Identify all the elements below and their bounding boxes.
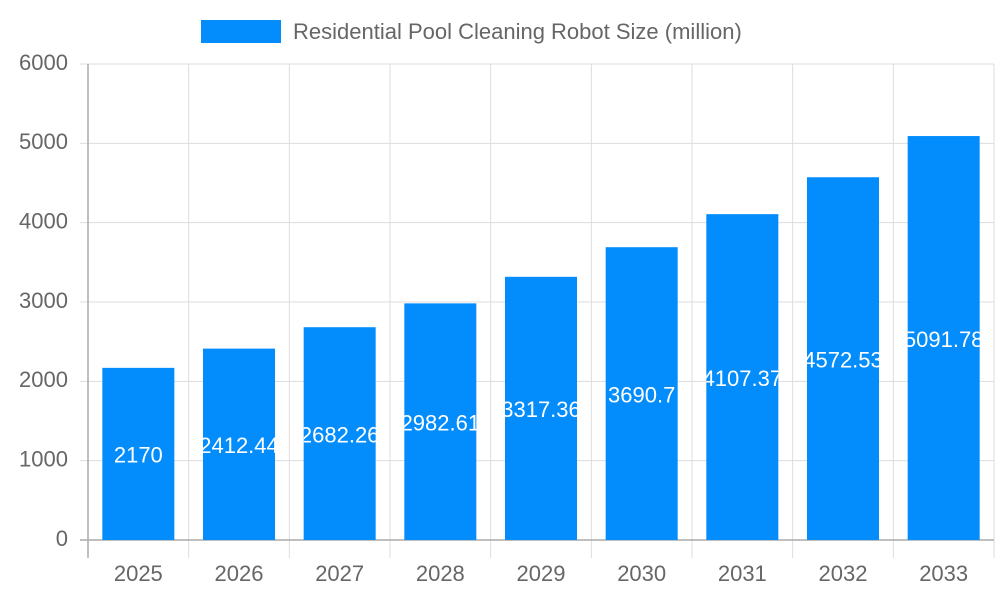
bar xyxy=(907,136,980,540)
y-tick-label: 1000 xyxy=(19,446,68,471)
bar xyxy=(706,214,779,540)
value-label: 2412.44 xyxy=(199,433,279,458)
legend-label: Residential Pool Cleaning Robot Size (mi… xyxy=(293,19,742,44)
y-tick-label: 4000 xyxy=(19,208,68,233)
value-label: 3690.7 xyxy=(608,382,675,407)
y-tick-label: 0 xyxy=(56,526,68,551)
legend-swatch xyxy=(201,20,281,43)
value-label: 4107.37 xyxy=(703,366,783,391)
bar xyxy=(505,276,577,540)
value-label: 2982.61 xyxy=(401,411,481,436)
bar xyxy=(303,327,376,540)
y-tick-label: 6000 xyxy=(19,50,68,75)
bar xyxy=(404,303,477,540)
x-tick-label: 2033 xyxy=(919,561,968,586)
x-tick-label: 2027 xyxy=(315,561,364,586)
value-label: 2170 xyxy=(114,443,163,468)
value-label: 5091.78 xyxy=(904,327,984,352)
x-tick-label: 2025 xyxy=(114,561,163,586)
y-tick-label: 2000 xyxy=(19,367,68,392)
x-tick-label: 2030 xyxy=(617,561,666,586)
bar xyxy=(102,367,175,540)
x-tick-label: 2029 xyxy=(517,561,566,586)
value-label: 2682.26 xyxy=(300,422,380,447)
bar xyxy=(605,247,678,540)
y-tick-label: 5000 xyxy=(19,129,68,154)
x-tick-label: 2028 xyxy=(416,561,465,586)
value-label: 3317.36 xyxy=(501,397,581,422)
bar xyxy=(807,177,879,540)
value-label: 4572.53 xyxy=(803,347,883,372)
y-tick-label: 3000 xyxy=(19,288,68,313)
x-tick-label: 2026 xyxy=(215,561,264,586)
bar xyxy=(203,348,275,540)
x-tick-label: 2032 xyxy=(819,561,868,586)
x-tick-label: 2031 xyxy=(718,561,767,586)
